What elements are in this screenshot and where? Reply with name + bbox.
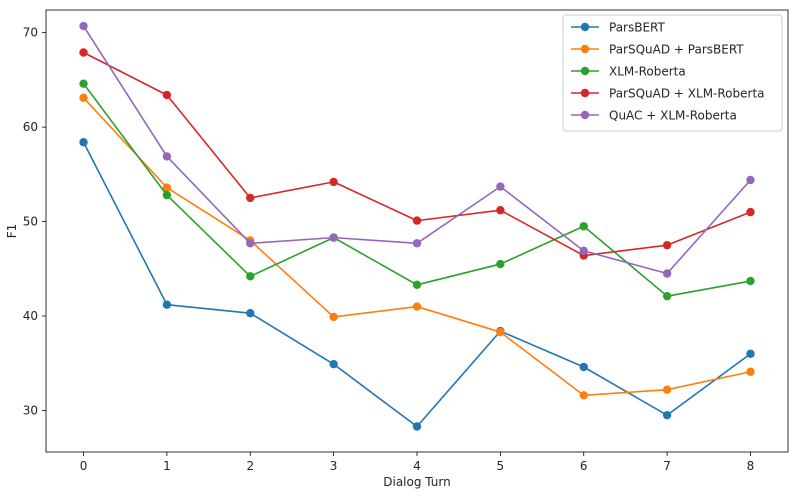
data-point xyxy=(662,385,672,394)
x-tick-label: 5 xyxy=(497,459,505,473)
data-point xyxy=(79,138,88,147)
data-point xyxy=(496,259,505,269)
data-point xyxy=(246,193,255,203)
data-point xyxy=(246,308,255,318)
x-tick-label: 6 xyxy=(580,459,588,473)
legend-label: ParSQuAD + XLM-Roberta xyxy=(609,87,765,101)
data-point xyxy=(746,367,755,376)
y-tick-label: 70 xyxy=(23,26,38,40)
legend-item: QuAC + XLM-Roberta xyxy=(571,109,737,123)
x-tick-label: 1 xyxy=(163,459,171,473)
data-point xyxy=(496,327,505,337)
legend-label: XLM-Roberta xyxy=(609,65,686,79)
series-xlm-roberta xyxy=(79,79,755,301)
data-point xyxy=(579,362,588,372)
legend-marker xyxy=(580,110,590,120)
x-axis: 0 1 2 3 4 5 6 7 8 xyxy=(80,452,755,473)
data-point xyxy=(496,206,505,215)
legend-frame xyxy=(562,14,783,132)
data-point xyxy=(162,90,172,100)
data-point xyxy=(246,272,255,281)
data-point xyxy=(579,222,588,231)
data-point xyxy=(412,422,422,431)
data-point xyxy=(79,93,88,103)
x-tick-label: 7 xyxy=(663,459,671,473)
legend-item: ParSQuAD + XLM-Roberta xyxy=(571,87,765,101)
legend-label: ParSQuAD + ParsBERT xyxy=(609,43,744,57)
x-tick-label: 8 xyxy=(747,459,755,473)
data-point xyxy=(79,21,88,31)
series-parsquad-xlm-roberta xyxy=(79,48,755,260)
data-point xyxy=(579,391,588,400)
legend-item: XLM-Roberta xyxy=(571,65,686,79)
data-point xyxy=(246,239,255,248)
legend-marker xyxy=(580,88,590,98)
x-tick-label: 0 xyxy=(80,459,88,473)
data-point xyxy=(662,240,672,250)
y-tick-label: 40 xyxy=(23,309,38,323)
data-point xyxy=(329,233,338,242)
series-layer xyxy=(79,21,755,431)
data-point xyxy=(329,312,338,322)
y-tick-label: 50 xyxy=(23,215,38,229)
data-point xyxy=(412,302,422,311)
data-point xyxy=(79,79,88,88)
x-tick-label: 3 xyxy=(330,459,338,473)
legend: ParsBERT ParSQuAD + ParsBERT XLM-Roberta Pa… xyxy=(562,14,783,132)
legend-item: ParSQuAD + ParsBERT xyxy=(571,43,744,57)
data-point xyxy=(746,207,755,217)
data-point xyxy=(412,216,422,225)
x-tick-label: 2 xyxy=(246,459,254,473)
y-tick-label: 60 xyxy=(23,120,38,134)
x-axis-label: Dialog Turn xyxy=(383,475,450,489)
data-point xyxy=(329,359,338,369)
legend-marker xyxy=(580,44,590,54)
data-point xyxy=(412,239,422,248)
data-point xyxy=(579,246,588,256)
data-point xyxy=(162,183,172,192)
data-point xyxy=(662,410,672,420)
y-axis: 30 40 50 60 70 xyxy=(23,26,46,417)
data-point xyxy=(162,152,172,161)
data-point xyxy=(412,280,422,290)
data-point xyxy=(662,291,672,301)
legend-marker xyxy=(580,66,590,76)
data-point xyxy=(79,48,88,57)
legend-marker xyxy=(580,22,590,32)
data-point xyxy=(329,177,338,187)
legend-label: ParsBERT xyxy=(609,21,666,35)
x-tick-label: 4 xyxy=(413,459,421,473)
data-point xyxy=(746,349,755,358)
data-point xyxy=(662,269,672,278)
legend-label: QuAC + XLM-Roberta xyxy=(609,109,737,123)
data-point xyxy=(162,190,172,200)
y-axis-label: F1 xyxy=(5,224,19,239)
legend-item: ParsBERT xyxy=(571,21,666,35)
data-point xyxy=(496,182,505,191)
data-point xyxy=(746,276,755,286)
data-point xyxy=(746,175,755,185)
data-point xyxy=(162,300,172,309)
series-quac-xlm-roberta xyxy=(79,21,755,278)
y-tick-label: 30 xyxy=(23,403,38,417)
